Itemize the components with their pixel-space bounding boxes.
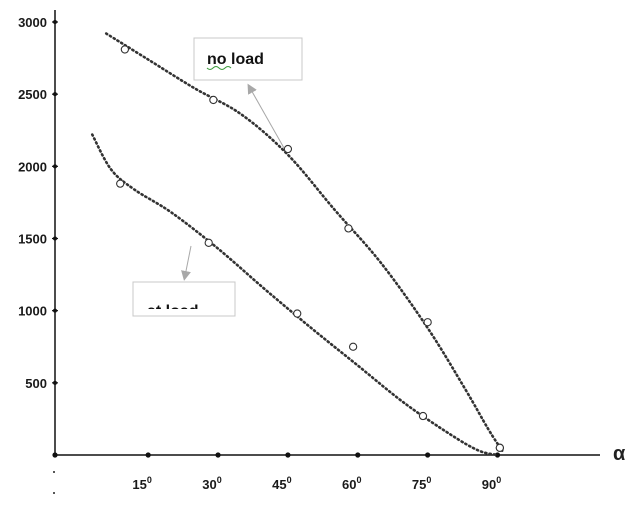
y-ticks: 500 1000 1500 2000 2500 3000	[18, 15, 58, 391]
legend-at-load-arrow	[181, 245, 192, 281]
y-tick-dot	[53, 92, 57, 97]
x-tick-label: 600	[342, 475, 361, 492]
data-point	[348, 342, 358, 351]
x-tick-dot	[145, 452, 151, 458]
y-tick-dot	[53, 380, 57, 385]
y-tick-dot	[53, 308, 57, 313]
legend-no-load-label: no load	[207, 51, 264, 68]
x-tick-label: 150	[132, 475, 151, 492]
series-layer	[90, 32, 505, 457]
data-point	[423, 318, 432, 327]
y-tick-label: 2000	[18, 159, 47, 174]
y-tick-label: 2500	[18, 87, 47, 102]
y-tick-dot	[53, 164, 57, 169]
x-tick-dot	[425, 452, 431, 458]
x-tick-label: 900	[482, 475, 501, 492]
data-point	[283, 144, 293, 154]
series-at-load	[90, 133, 505, 457]
data-point	[293, 309, 302, 318]
x-tick-dot	[355, 452, 361, 458]
legend-at-load-clip: at load	[147, 303, 199, 320]
data-point	[116, 179, 125, 188]
x-tick-label: 450	[272, 475, 291, 492]
y-tick-dot	[53, 236, 57, 241]
data-point	[209, 95, 218, 105]
y-tick-dot	[53, 20, 57, 24]
series-trend-line	[90, 133, 499, 457]
data-point	[204, 238, 213, 247]
series-trend-line	[104, 32, 504, 452]
data-point	[344, 224, 353, 233]
x-tick-dot	[215, 452, 221, 458]
x-tick-dot	[494, 452, 501, 458]
x-axis-label: α	[613, 443, 626, 465]
data-point	[418, 411, 428, 421]
x-ticks: 150 300 450 600 750 900	[52, 452, 501, 492]
origin-dot	[52, 452, 58, 458]
y-tick-label: 3000	[18, 15, 47, 30]
stray-mark	[53, 471, 55, 473]
x-tick-label: 300	[202, 475, 221, 492]
legend-at-load-box	[132, 281, 236, 317]
axes	[54, 10, 600, 456]
stray-mark	[53, 492, 55, 494]
x-tick-dot	[285, 452, 291, 458]
data-point	[495, 443, 505, 452]
series-no-load	[104, 32, 505, 452]
y-tick-label: 1000	[18, 304, 47, 319]
legend-no-load-underline	[206, 66, 232, 70]
x-tick-label: 750	[412, 475, 431, 492]
legend-no-load-box	[193, 37, 303, 81]
data-point	[120, 45, 130, 54]
y-tick-label: 500	[25, 376, 47, 391]
legend-at-load-label: at load	[147, 303, 199, 320]
legend-no-load-arrow	[247, 83, 285, 149]
legend-at-load: at load	[132, 245, 236, 320]
legend-no-load: no load	[193, 37, 303, 149]
y-tick-label: 1500	[18, 232, 47, 247]
